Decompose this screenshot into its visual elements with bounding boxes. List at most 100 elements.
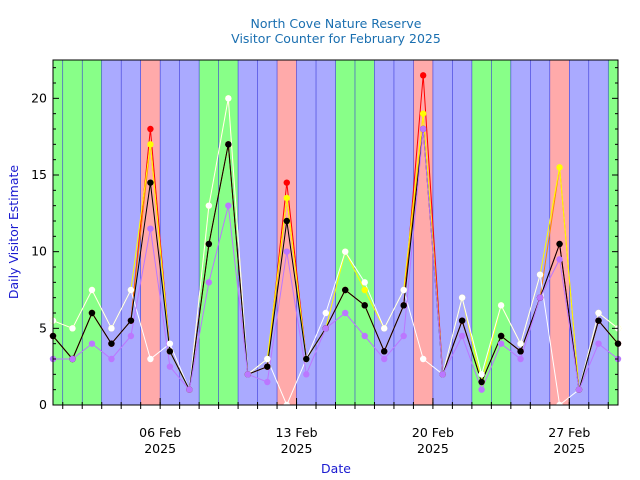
series-3-point [264, 355, 271, 363]
series-4-point [458, 317, 466, 324]
x-tick-label-year: 2025 [417, 441, 449, 456]
x-tick-label-year: 2025 [553, 441, 585, 456]
series-5-point [497, 340, 505, 347]
series-4-point [497, 332, 505, 340]
series-4-point [517, 348, 524, 355]
series-4-point [478, 378, 485, 386]
x-axis-label: Date [321, 461, 351, 476]
series-3-point [225, 95, 232, 102]
series-5-point [88, 340, 96, 347]
series-5-point [322, 325, 329, 332]
series-5-point [575, 386, 583, 393]
series-5-point [458, 332, 466, 340]
series-5-point [186, 386, 193, 393]
x-tick-label-date: 27 Feb [548, 425, 590, 440]
series-5-point [205, 279, 213, 286]
series-5-point [381, 355, 388, 363]
series-points [49, 72, 622, 409]
series-5-point [225, 202, 232, 209]
series-5-point [69, 355, 76, 363]
series-4-point [108, 340, 115, 347]
series-4-point [225, 141, 232, 148]
series-5-point [517, 355, 524, 363]
y-axis-label: Daily Visitor Estimate [6, 165, 21, 300]
series-2-point [361, 286, 368, 294]
series-3-point [381, 325, 388, 332]
y-tick-label: 5 [39, 320, 47, 335]
series-5-point [127, 332, 135, 340]
day-band-17 [608, 60, 618, 405]
series-4-point [283, 217, 290, 225]
series-5-point [166, 363, 174, 370]
x-tick-label-year: 2025 [281, 441, 313, 456]
series-5-point [400, 332, 407, 340]
series-4-point [205, 240, 213, 248]
series-3-point [595, 309, 602, 317]
series-3-point [536, 271, 544, 278]
series-2-point [147, 141, 154, 148]
x-tick-label-date: 20 Feb [412, 425, 454, 440]
series-5-point [147, 225, 154, 232]
day-band-7 [277, 60, 297, 405]
series-3-point [108, 325, 115, 332]
series-4-point [361, 302, 368, 309]
series-4-point [147, 179, 154, 186]
series-0-point [419, 72, 427, 79]
series-line-3 [52, 98, 619, 407]
series-3-point [458, 294, 466, 301]
series-3-point [361, 279, 368, 286]
series-4-point [595, 317, 602, 324]
series-3-point [400, 286, 407, 294]
series-5-point [244, 371, 252, 378]
x-tick-label-date: 13 Feb [276, 425, 318, 440]
y-axis: 0 5 10 15 20 [31, 67, 618, 412]
series-5-point [283, 248, 290, 255]
series-4-point [264, 363, 271, 370]
series-3-point [88, 286, 96, 294]
series-3-point [478, 371, 485, 378]
series-5-point [108, 355, 115, 363]
series-3-point [205, 202, 213, 209]
series-5-point [478, 386, 485, 393]
chart-subtitle: Visitor Counter for February 2025 [231, 31, 441, 46]
series-3-point [419, 355, 427, 363]
series-3-point [517, 340, 524, 347]
day-band-15 [549, 60, 570, 405]
series-lines [52, 75, 619, 407]
series-3-point [147, 355, 154, 363]
series-line-4 [52, 128, 619, 392]
series-2-point [419, 110, 427, 117]
y-tick-label: 0 [39, 397, 47, 412]
series-5-point [556, 256, 563, 263]
day-band-3 [140, 60, 161, 405]
series-0-point [147, 125, 154, 133]
series-4-point [166, 348, 174, 355]
x-tick-label-year: 2025 [144, 441, 176, 456]
series-4-point [400, 302, 407, 309]
y-tick-label: 20 [31, 90, 47, 105]
series-5-point [361, 332, 368, 340]
series-4-point [342, 286, 349, 294]
series-5-point [439, 371, 446, 378]
series-3-point [322, 309, 329, 317]
series-4-point [127, 317, 135, 324]
series-3-point [497, 302, 505, 309]
series-5-point [595, 340, 602, 347]
series-3-point [69, 325, 76, 332]
series-4-point [556, 240, 563, 248]
y-tick-label: 15 [31, 167, 47, 182]
series-0-point [283, 179, 290, 186]
series-2-point [283, 194, 290, 202]
series-3-point [166, 340, 174, 347]
x-tick-label-date: 06 Feb [139, 425, 181, 440]
y-tick-label: 10 [31, 244, 47, 259]
series-4-point [303, 355, 310, 363]
series-5-point [536, 294, 544, 301]
series-3-point [127, 286, 135, 294]
chart-title: North Cove Nature Reserve [251, 16, 422, 31]
series-4-point [381, 348, 388, 355]
series-5-point [342, 309, 349, 317]
series-5-point [419, 125, 427, 133]
